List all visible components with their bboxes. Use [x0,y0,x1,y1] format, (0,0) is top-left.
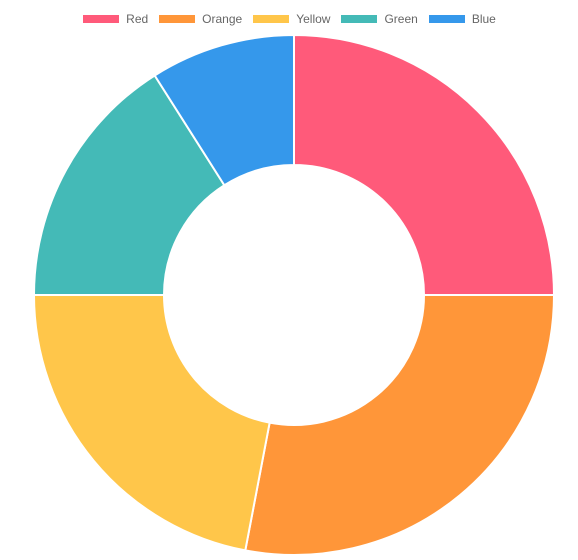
legend-item-red[interactable]: Red [82,12,148,26]
legend-swatch-yellow [252,14,291,24]
slice-orange[interactable] [244,294,556,556]
legend-item-orange[interactable]: Orange [158,12,242,26]
slice-green[interactable] [32,74,226,296]
legend-label-red: Red [126,12,149,26]
slice-red[interactable] [293,33,556,296]
slice-blue[interactable] [153,33,295,187]
slice-yellow[interactable] [32,294,271,552]
legend-label-yellow: Yellow [296,12,331,26]
legend-swatch-red [82,14,121,24]
legend-label-green: Green [384,12,418,26]
legend-item-yellow[interactable]: Yellow [252,12,330,26]
legend-swatch-orange [158,14,197,24]
legend-item-green[interactable]: Green [340,12,418,26]
legend-item-blue[interactable]: Blue [427,12,496,26]
legend-swatch-green [340,14,379,24]
legend-label-orange: Orange [202,12,243,26]
legend-label-blue: Blue [471,12,496,26]
chart-legend: Red Orange Yellow Green Blue [0,10,578,28]
legend-swatch-blue [427,14,466,24]
